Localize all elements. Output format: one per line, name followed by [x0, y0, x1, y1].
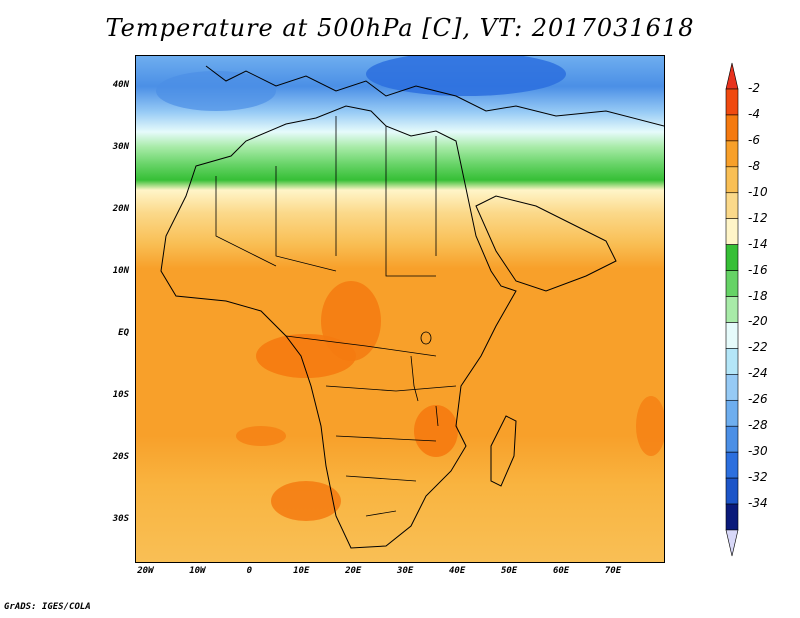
- lat-tick-label: EQ: [118, 327, 129, 338]
- lake-malawi: [435, 405, 439, 427]
- lon-tick-label: 10W: [189, 566, 206, 576]
- colorbar-label: -16: [748, 262, 768, 277]
- colorbar-swatch: [725, 451, 739, 479]
- colorbar-swatch: [725, 166, 739, 194]
- colorbar-label: -4: [748, 106, 760, 121]
- colorbar-swatch: [725, 399, 739, 427]
- africa-coastline: [160, 105, 517, 549]
- colorbar-swatch: [725, 477, 739, 505]
- colorbar-swatch: [725, 140, 739, 168]
- colorbar-label: -18: [748, 288, 768, 303]
- temperature-map: [136, 56, 664, 562]
- colorbar-label: -12: [748, 210, 768, 225]
- colorbar-swatch: [725, 114, 739, 142]
- colorbar-label: -24: [748, 366, 768, 381]
- colorbar-label: -32: [748, 470, 768, 485]
- colorbar-label: -2: [748, 81, 760, 95]
- colorbar-top-arrow: [725, 62, 739, 90]
- colorbar-label: -14: [748, 236, 768, 251]
- colorbar-swatch: [725, 425, 739, 453]
- colorbar-swatch: [725, 192, 739, 220]
- lon-tick-label: 70E: [604, 566, 622, 576]
- lon-tick-label: 20W: [137, 566, 154, 576]
- lon-tick-label: 0: [246, 566, 253, 576]
- warm-patch: [636, 396, 664, 456]
- europe-coastline: [205, 65, 664, 127]
- arabia-coastline: [475, 195, 617, 292]
- lake-tanganyika: [410, 355, 419, 402]
- lat-tick-label: 30S: [112, 513, 129, 524]
- colorbar-label: -8: [748, 158, 760, 173]
- lon-tick-label: 10E: [293, 566, 310, 576]
- colorbar-swatch: [725, 88, 739, 116]
- colorbar-swatch: [725, 322, 739, 349]
- colorbar-swatch: [725, 348, 739, 375]
- lat-tick-label: 20S: [112, 451, 129, 462]
- lat-tick-label: 30N: [112, 141, 129, 152]
- map-panel: [135, 55, 665, 563]
- colorbar-label: -26: [748, 392, 768, 407]
- lon-tick-label: 60E: [552, 566, 570, 576]
- lon-tick-label: 20E: [345, 566, 362, 576]
- cold-patch: [156, 71, 276, 111]
- colorbar-swatch: [725, 296, 739, 323]
- lake-victoria: [420, 331, 432, 345]
- warm-patch: [271, 481, 341, 521]
- warm-patch: [236, 426, 286, 446]
- colorbar-label: -6: [748, 132, 760, 147]
- colorbar-swatch: [725, 374, 739, 401]
- colorbar-label: -22: [748, 340, 768, 355]
- lon-tick-label: 30E: [397, 566, 414, 576]
- colorbar-label: -10: [748, 184, 768, 199]
- colorbar-label: -20: [748, 314, 768, 329]
- colorbar-label: -34: [748, 496, 768, 511]
- colorbar-swatch: [725, 270, 739, 297]
- lat-tick-label: 10S: [112, 389, 129, 400]
- warm-patch: [414, 405, 458, 457]
- colorbar-swatch: [725, 244, 739, 271]
- colorbar-label: -30: [748, 444, 768, 459]
- colorbar-swatch: [725, 218, 739, 245]
- temperature-field: [136, 56, 664, 562]
- lon-tick-label: 40E: [449, 566, 466, 576]
- madagascar-coastline: [490, 415, 517, 487]
- warm-patch: [321, 281, 381, 361]
- colorbar-swatch: [725, 503, 739, 531]
- lon-tick-label: 50E: [500, 566, 518, 576]
- lat-tick-label: 20N: [112, 203, 129, 214]
- chart-title: Temperature at 500hPa [C], VT: 201703161…: [105, 14, 695, 42]
- colorbar-bottom-arrow: [725, 529, 739, 557]
- country-borders: [215, 116, 457, 517]
- colorbar-label: -28: [748, 418, 768, 433]
- credit-text: GrADS: IGES/COLA: [4, 602, 91, 612]
- lat-tick-label: 10N: [112, 265, 129, 276]
- lat-tick-label: 40N: [112, 79, 129, 90]
